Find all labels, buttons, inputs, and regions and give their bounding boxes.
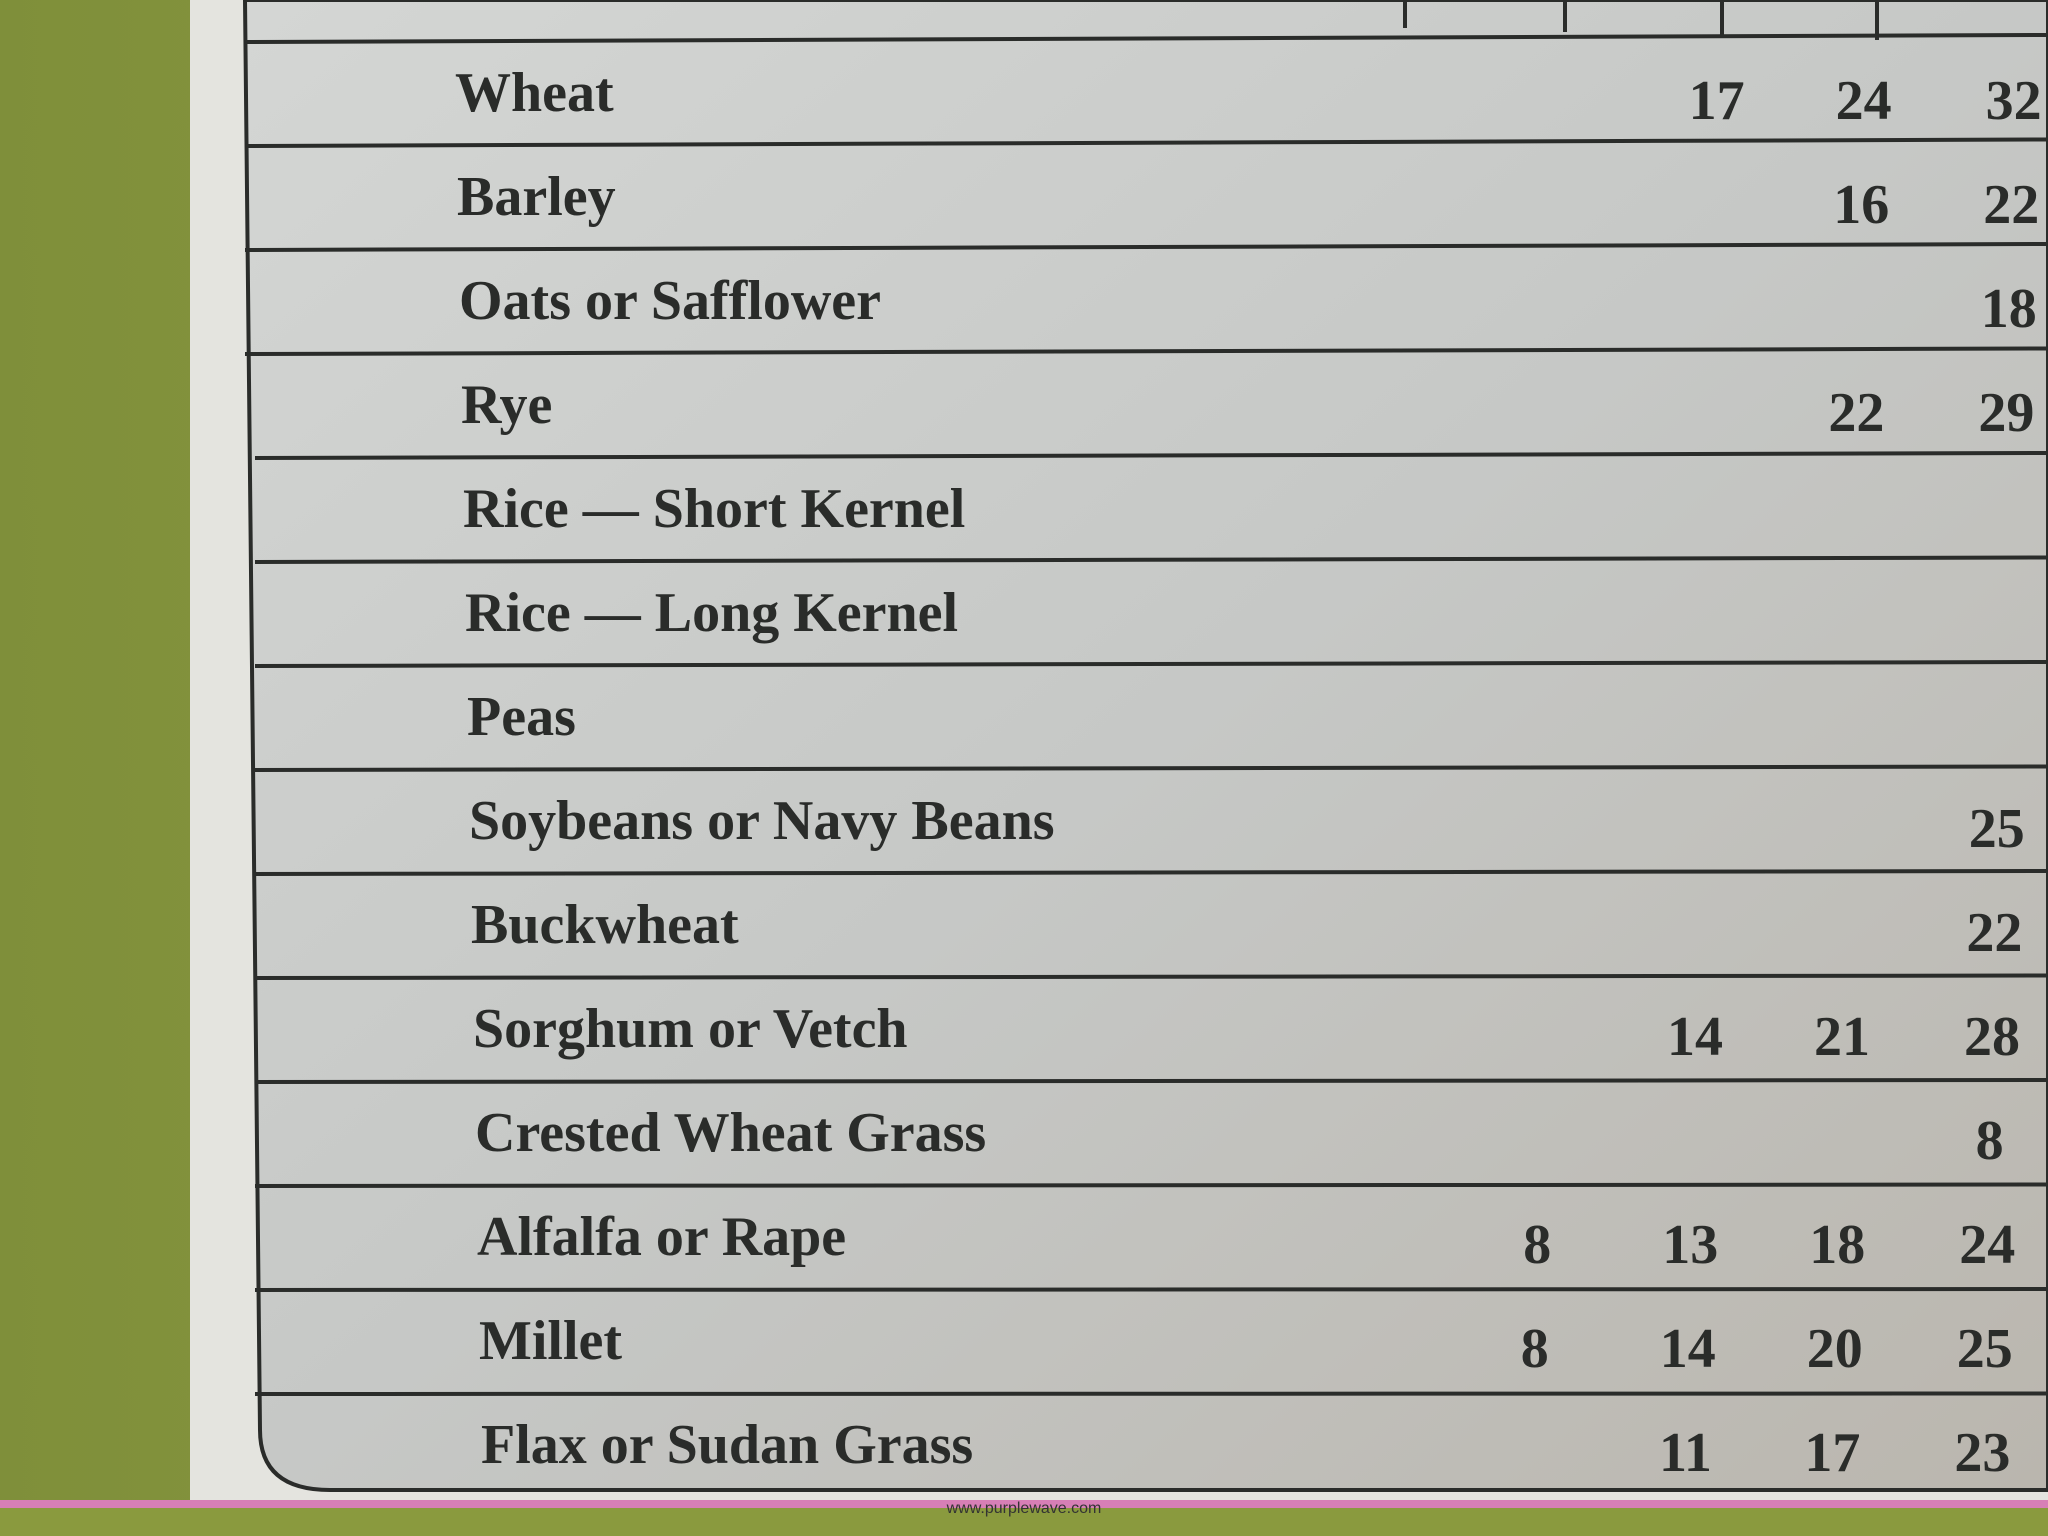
cell-value: 24 — [1959, 1214, 2015, 1276]
row-label: Rice — Short Kernel — [463, 478, 965, 540]
cell-value: 14 — [1667, 1006, 1723, 1068]
watermark: www.purplewave.com — [946, 1500, 1102, 1517]
row-label: Millet — [479, 1310, 622, 1372]
cell-value: 32 — [1986, 70, 2042, 132]
row-label: Rice — Long Kernel — [465, 582, 958, 644]
cell-value: 8 — [1523, 1214, 1551, 1276]
cell-value: 17 — [1804, 1422, 1860, 1484]
row-label: Crested Wheat Grass — [475, 1102, 986, 1164]
row-line — [254, 1287, 2048, 1292]
row-line — [254, 973, 2048, 980]
cell-value: 24 — [1836, 70, 1892, 132]
cell-value: 29 — [1978, 382, 2034, 444]
row-line — [254, 555, 2048, 564]
row-label: Alfalfa or Rape — [477, 1206, 846, 1268]
header-ticks — [1403, 0, 1879, 40]
row-line — [244, 33, 2048, 44]
row-line — [254, 1182, 2048, 1188]
row-label: Oats or Safflower — [459, 270, 881, 332]
cell-value: 13 — [1662, 1214, 1718, 1276]
cell-value: 18 — [1809, 1214, 1865, 1276]
row-label: Wheat — [455, 62, 614, 124]
row-label: Sorghum or Vetch — [473, 998, 908, 1060]
row-label: Flax or Sudan Grass — [481, 1414, 973, 1476]
pink-stripe — [0, 1500, 2048, 1508]
row-line — [244, 242, 2048, 252]
row-line — [254, 764, 2048, 772]
cell-value: 21 — [1814, 1006, 1870, 1068]
row-line — [254, 451, 2048, 460]
cell-value: 25 — [1957, 1318, 2013, 1380]
table: Wheat 17 24 32 Barley 16 22 Oats or Safflower 18… — [244, 33, 2048, 1484]
cell-value: 20 — [1807, 1318, 1863, 1380]
bottom-strip — [0, 1508, 2048, 1536]
row-line — [254, 1391, 2048, 1396]
cell-value: 18 — [1981, 278, 2037, 340]
row-line — [244, 137, 2048, 148]
cell-value: 22 — [1983, 174, 2039, 236]
row-line — [254, 660, 2048, 668]
plate — [242, 0, 2048, 1492]
row-label: Soybeans or Navy Beans — [469, 790, 1055, 852]
cell-value: 25 — [1969, 798, 2025, 860]
row-label: Peas — [467, 686, 576, 748]
row-line — [254, 1078, 2048, 1084]
cell-value: 17 — [1689, 70, 1745, 132]
row-label: Barley — [457, 166, 616, 228]
cell-value: 14 — [1660, 1318, 1716, 1380]
cell-value: 23 — [1954, 1422, 2010, 1484]
row-label: Buckwheat — [471, 894, 739, 956]
cell-value: 16 — [1833, 174, 1889, 236]
cell-value: 28 — [1964, 1006, 2020, 1068]
row-line — [244, 346, 2048, 356]
row-line — [254, 869, 2048, 876]
cell-value: 8 — [1976, 1110, 2004, 1172]
row-label: Rye — [461, 374, 552, 436]
cell-value: 22 — [1966, 902, 2022, 964]
cell-value: 8 — [1521, 1318, 1549, 1380]
cell-value: 22 — [1828, 382, 1884, 444]
cell-value: 11 — [1659, 1422, 1712, 1484]
